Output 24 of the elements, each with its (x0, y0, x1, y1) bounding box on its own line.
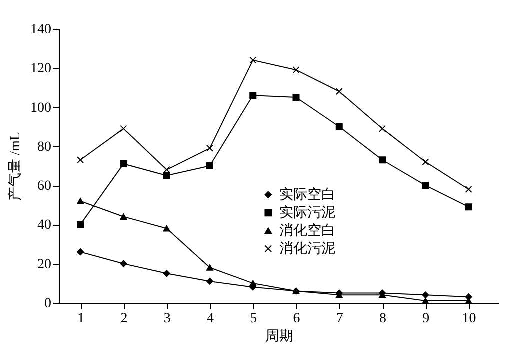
x-tick-label: 5 (250, 312, 258, 326)
y-tick-label: 20 (38, 257, 52, 272)
x-tick-label: 8 (380, 312, 387, 326)
legend-label: 消化污泥 (279, 240, 336, 257)
x-tick-label: 7 (336, 312, 344, 326)
x-tick-label: 2 (120, 312, 128, 326)
y-tick-label: 60 (38, 179, 52, 194)
legend-label: 实际空白 (279, 186, 336, 203)
y-tick-label: 140 (30, 22, 52, 38)
x-tick-label: 1 (78, 312, 85, 326)
x-tick-label: 10 (462, 312, 476, 326)
x-tick-label: 3 (164, 312, 171, 326)
legend-label: 实际污泥 (279, 204, 336, 221)
y-tick-label: 100 (30, 100, 52, 116)
y-tick-label: 120 (30, 62, 52, 77)
y-tick-label: 80 (38, 140, 52, 155)
y-tick-label: 40 (38, 218, 52, 234)
x-tick-label: 9 (422, 312, 430, 326)
x-axis-title: 周期 (266, 328, 294, 344)
y-tick-label: 0 (44, 296, 52, 312)
legend-label: 消化空白 (279, 222, 336, 239)
y-axis-title: 产气量 /mL (8, 132, 24, 201)
x-tick-label: 4 (206, 312, 214, 326)
x-tick-label: 6 (293, 312, 300, 326)
